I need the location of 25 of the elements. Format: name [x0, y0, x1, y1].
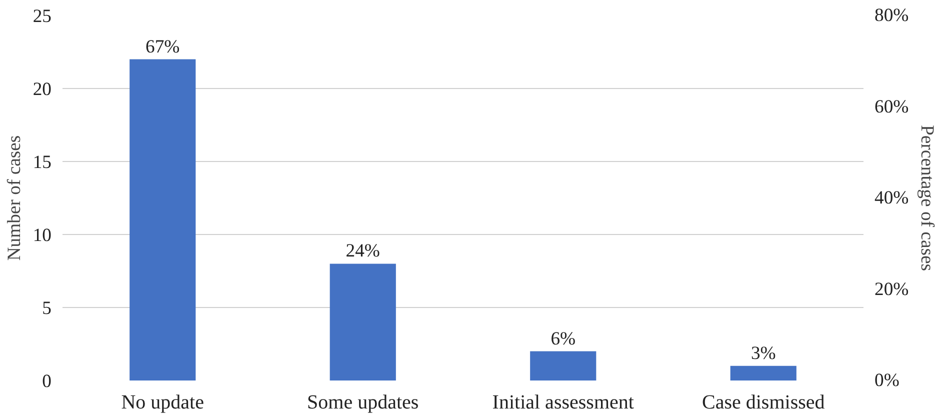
- y-tick-label: 0: [42, 371, 52, 392]
- bar: [730, 366, 796, 380]
- y-tick-label: 25: [32, 6, 52, 27]
- y-tick-label: 10: [32, 225, 52, 246]
- y2-tick-label: 20%: [874, 278, 909, 300]
- bar: [330, 264, 396, 380]
- y-tick-label: 20: [32, 79, 52, 100]
- y2-tick-label: 0%: [874, 370, 900, 391]
- x-tick-label: Initial assessment: [492, 392, 634, 414]
- annotation: 24%: [346, 240, 380, 262]
- y2-axis-title: Percentage of cases: [916, 124, 938, 272]
- bar: [530, 351, 596, 380]
- x-tick-label: Case dismissed: [702, 392, 825, 414]
- annotation: 3%: [750, 342, 776, 364]
- annotation: 67%: [146, 36, 180, 58]
- y2-tick-label: 40%: [874, 188, 909, 208]
- y-tick-label: 5: [42, 298, 52, 319]
- y2-tick-label: 80%: [874, 5, 909, 26]
- x-tick-label: Some updates: [307, 392, 419, 414]
- y-axis-title: Number of cases: [4, 135, 25, 261]
- bar: [130, 59, 196, 380]
- y2-tick-label: 60%: [874, 96, 909, 118]
- x-tick-label: No update: [121, 392, 204, 414]
- annotation: 6%: [550, 328, 576, 350]
- y-tick-label: 15: [32, 152, 52, 173]
